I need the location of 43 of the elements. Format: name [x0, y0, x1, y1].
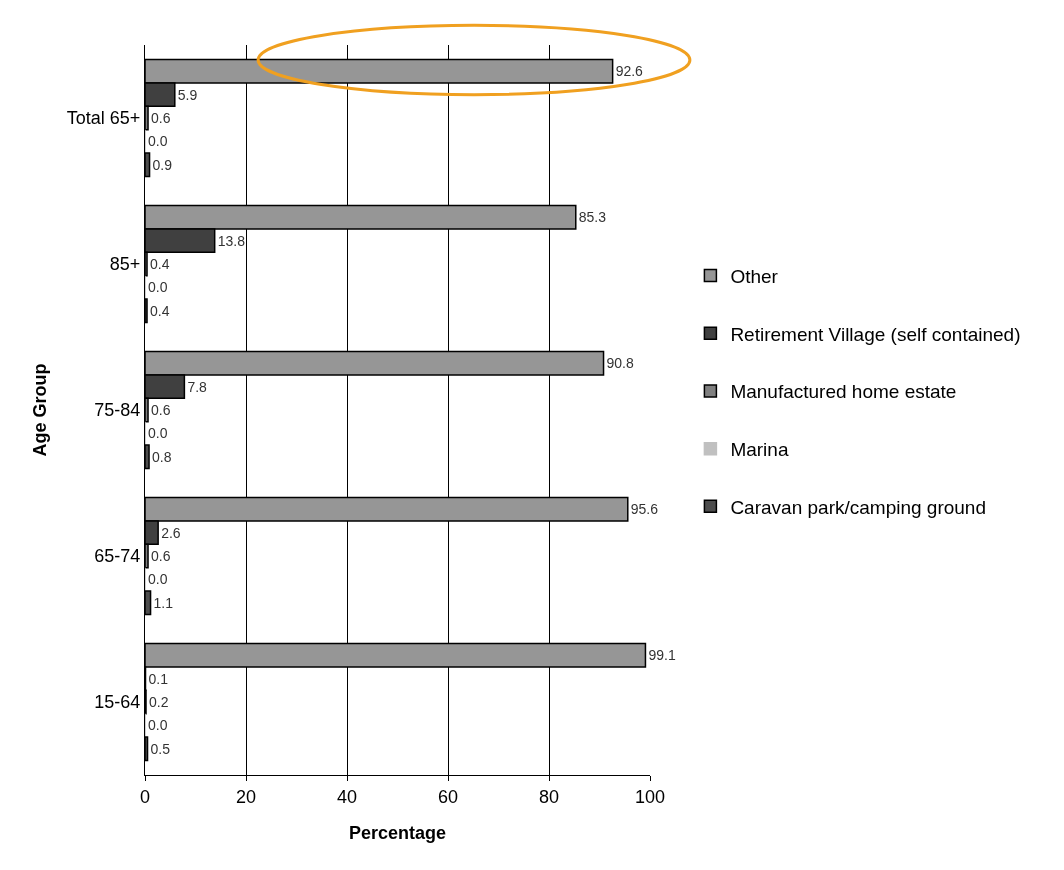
y-tick-label: 85+ [109, 254, 141, 275]
data-label: 90.8 [606, 355, 634, 372]
data-label: 0.0 [148, 571, 168, 588]
y-tick-label: 65-74 [94, 546, 141, 567]
data-label: 0.2 [149, 694, 169, 710]
data-label: 0.6 [151, 548, 171, 564]
x-axis-title: Percentage [348, 822, 447, 843]
data-label: 7.8 [187, 378, 208, 395]
data-label: 5.9 [177, 86, 198, 103]
data-label: 99.1 [648, 647, 676, 664]
x-tick-label: 0 [139, 786, 151, 807]
data-label: 92.6 [615, 63, 644, 80]
data-label: 0.0 [148, 717, 168, 734]
data-label: 0.4 [150, 302, 170, 319]
x-tick-label: 80 [538, 786, 560, 807]
data-label: 0.8 [152, 448, 172, 465]
legend-label: Manufactured home estate [730, 381, 957, 403]
data-label: 0.1 [148, 670, 169, 687]
data-label: 0.6 [151, 402, 171, 418]
data-label: 13.8 [217, 232, 246, 249]
data-label: 0.4 [150, 256, 170, 272]
data-label: 1.1 [153, 594, 174, 611]
data-label: 0.0 [148, 425, 168, 442]
legend-label: Marina [730, 439, 789, 461]
data-label: 0.9 [152, 156, 173, 173]
x-tick-label: 60 [437, 786, 459, 807]
legend-label: Other [730, 265, 779, 287]
data-label: 0.6 [151, 110, 171, 126]
x-tick-label: 20 [235, 786, 257, 807]
y-tick-label: Total 65+ [66, 108, 141, 129]
y-tick-label: 15-64 [94, 692, 141, 713]
legend-label: Caravan park/camping ground [730, 496, 986, 518]
data-label: 0.5 [150, 740, 171, 757]
data-label: 85.3 [578, 209, 607, 226]
data-label: 0.0 [148, 133, 168, 150]
data-label: 2.6 [161, 524, 181, 541]
data-label: 0.0 [148, 279, 168, 296]
y-tick-label: 75-84 [94, 400, 141, 421]
x-tick-label: 40 [336, 786, 358, 807]
data-label: 95.6 [630, 501, 659, 518]
legend-label: Retirement Village (self contained) [730, 323, 1021, 345]
x-tick-label: 100 [634, 786, 666, 807]
y-axis-title: Age Group [30, 363, 51, 457]
